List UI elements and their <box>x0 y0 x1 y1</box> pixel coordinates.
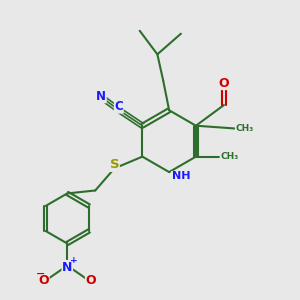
Text: −: − <box>36 268 46 278</box>
Text: O: O <box>85 274 96 287</box>
Text: NH: NH <box>172 172 190 182</box>
Text: O: O <box>219 76 229 89</box>
Text: CH₃: CH₃ <box>236 124 253 133</box>
Text: S: S <box>110 158 119 171</box>
Text: +: + <box>70 256 78 265</box>
Text: C: C <box>114 100 123 113</box>
Text: O: O <box>38 274 49 287</box>
Text: N: N <box>62 260 73 274</box>
Text: CH₃: CH₃ <box>220 152 238 161</box>
Text: N: N <box>96 90 106 103</box>
